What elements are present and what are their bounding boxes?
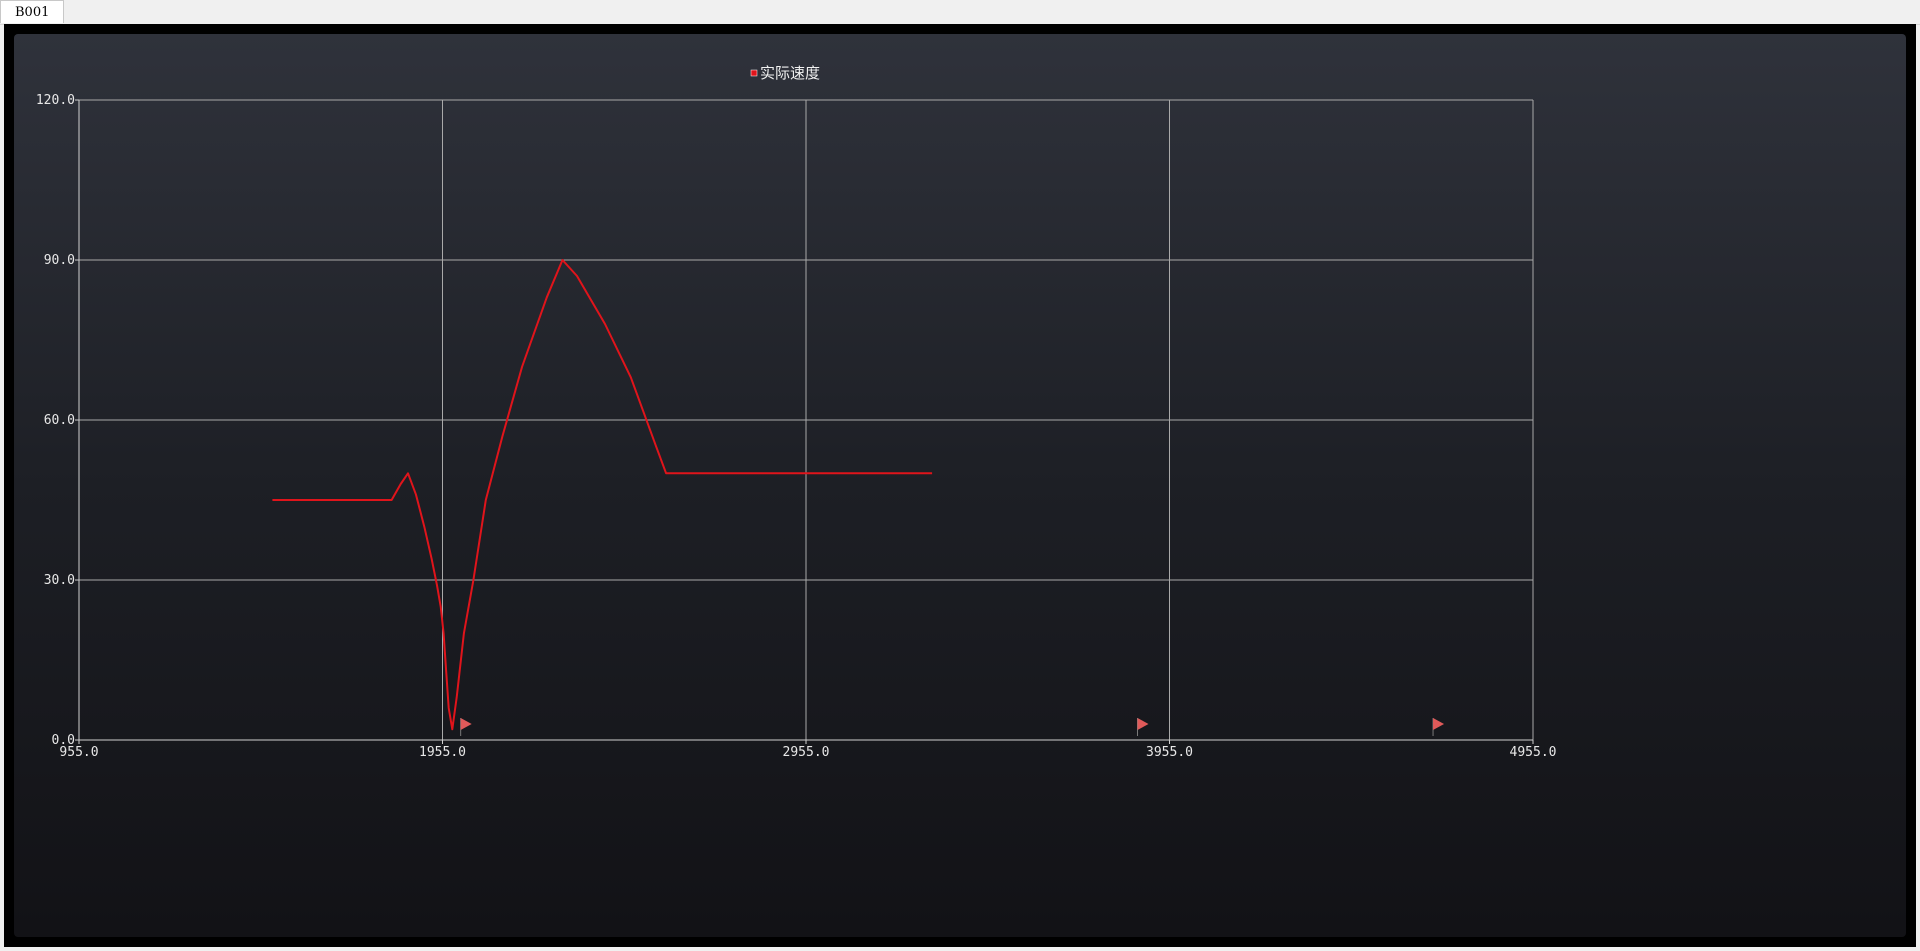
flag-markers — [460, 718, 1445, 736]
series-lines — [272, 259, 933, 731]
x-tick-label-4: 4955.0 — [1510, 745, 1557, 760]
tab-bar: B001 — [0, 0, 1920, 25]
series-line-0 — [272, 259, 933, 731]
y-tick-label-3: 90.0 — [44, 253, 75, 268]
y-tick-label-4: 120.0 — [36, 93, 75, 108]
y-tick-label-2: 60.0 — [44, 413, 75, 428]
x-tick-label-2: 2955.0 — [783, 745, 830, 760]
flag-icon-0 — [460, 718, 472, 736]
flag-shape — [460, 718, 472, 730]
grid-lines — [78, 99, 1534, 741]
y-tick-label-1: 30.0 — [44, 573, 75, 588]
legend-label: 实际速度 — [760, 64, 820, 82]
flag-icon-2 — [1432, 718, 1445, 736]
chart-panel: 0.0 30.0 60.0 90.0 120.0 955.0 1955.0 2955.0 39… — [14, 34, 1906, 937]
x-tick-label-1: 1955.0 — [419, 745, 466, 760]
legend: 实际速度 — [750, 64, 820, 82]
flag-shape — [1433, 718, 1445, 730]
flag-shape — [1137, 718, 1149, 730]
x-tick-label-3: 3955.0 — [1146, 745, 1193, 760]
legend-swatch — [750, 69, 758, 77]
y-tick-label-0: 0.0 — [52, 733, 75, 748]
speed-chart: 0.0 30.0 60.0 90.0 120.0 955.0 1955.0 2955.0 39… — [36, 64, 1557, 760]
flag-icon-1 — [1137, 718, 1149, 736]
x-tick-labels: 955.0 1955.0 2955.0 3955.0 4955.0 — [59, 740, 1556, 760]
y-tick-labels: 0.0 30.0 60.0 90.0 120.0 — [36, 93, 79, 748]
tab-b001[interactable]: B001 — [0, 0, 65, 23]
chart-frame: 0.0 30.0 60.0 90.0 120.0 955.0 1955.0 2955.0 39… — [4, 24, 1916, 947]
x-tick-label-0: 955.0 — [59, 745, 98, 760]
